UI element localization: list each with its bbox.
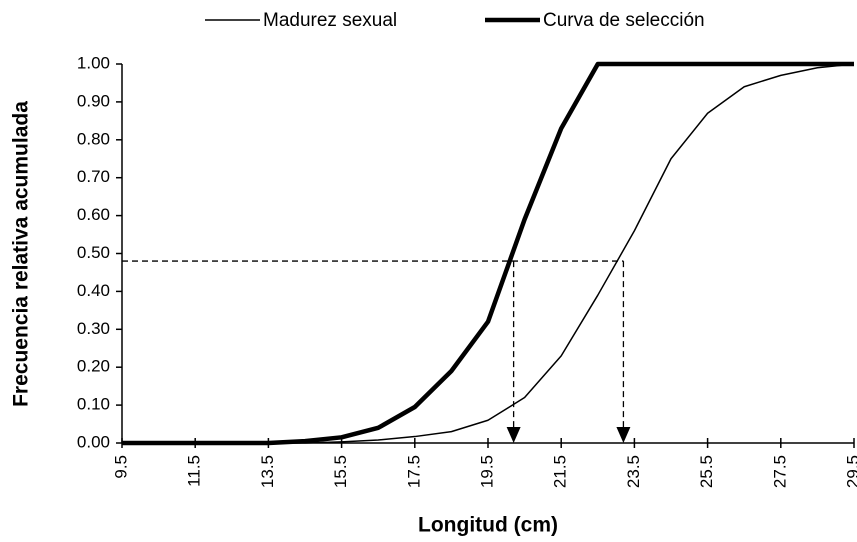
y-axis-title: Frecuencia relativa acumulada <box>10 101 33 407</box>
series-line <box>122 63 855 444</box>
x-tick-label: 23.5 <box>624 455 643 488</box>
x-tick-label: 17.5 <box>404 455 423 488</box>
x-tick-label: 19.5 <box>477 455 496 488</box>
x-tick-label: 29.5 <box>843 455 857 488</box>
y-tick-label: 0.20 <box>77 357 110 376</box>
series-line <box>122 61 854 446</box>
arrow-head <box>506 427 521 443</box>
x-tick-label: 9.5 <box>111 455 130 479</box>
y-tick-label: 0.10 <box>77 395 110 414</box>
y-tick-label: 0.90 <box>77 91 110 110</box>
y-tick-label: 1.00 <box>77 53 110 72</box>
legend-label: Madurez sexual <box>263 10 397 31</box>
y-tick-label: 0.40 <box>77 281 110 300</box>
x-tick-label: 21.5 <box>551 455 570 488</box>
y-tick-label: 0.70 <box>77 167 110 186</box>
y-tick-label: 0.30 <box>77 319 110 338</box>
arrow-head <box>616 427 631 443</box>
y-tick-label: 0.80 <box>77 129 110 148</box>
x-tick-label: 13.5 <box>258 455 277 488</box>
legend-label: Curva de selección <box>543 10 705 31</box>
x-tick-label: 25.5 <box>697 455 716 488</box>
y-tick-label: 0.50 <box>77 243 110 262</box>
y-tick-label: 0.00 <box>77 432 110 451</box>
x-axis-title: Longitud (cm) <box>418 514 558 537</box>
y-tick-label: 0.60 <box>77 205 110 224</box>
x-tick-label: 27.5 <box>770 455 789 488</box>
x-tick-label: 15.5 <box>331 455 350 488</box>
x-tick-label: 11.5 <box>185 455 204 487</box>
